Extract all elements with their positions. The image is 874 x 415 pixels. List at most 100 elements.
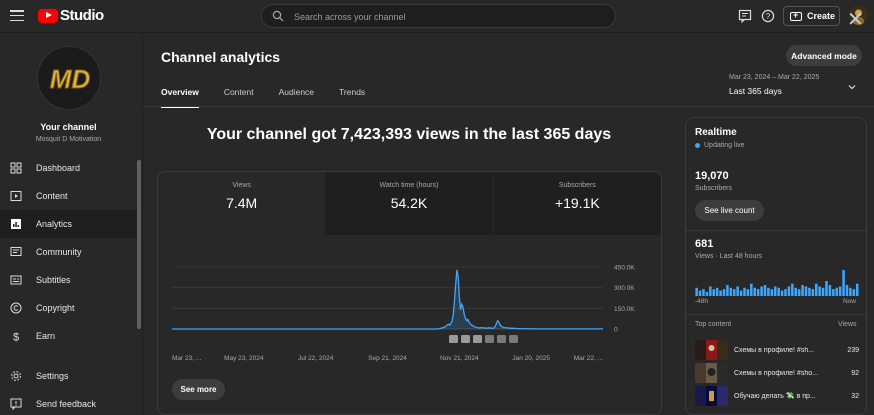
- realtime-bar: [832, 289, 835, 296]
- tab-trends[interactable]: Trends: [339, 87, 366, 97]
- views-headline: Your channel got 7,423,393 views in the …: [206, 126, 612, 143]
- realtime-bar: [732, 289, 736, 296]
- studio-logo[interactable]: Studio: [38, 7, 104, 24]
- search-input[interactable]: [294, 9, 604, 24]
- views-line-chart[interactable]: 450.0K 300.0K 150.0K 0 Mar 23, ... May 23, 20…: [158, 235, 662, 375]
- channel-name: Your channel: [40, 122, 97, 132]
- sidebar-item-label: Subtitles: [36, 275, 71, 285]
- content-icon: [10, 191, 22, 201]
- realtime-bar: [763, 285, 767, 296]
- metric-views[interactable]: Views 7.4M: [158, 172, 326, 235]
- realtime-card: Realtime Updating live 19,070 Subscriber…: [685, 117, 867, 415]
- x-tick-label: Mar 22, ...: [574, 355, 603, 362]
- account-avatar[interactable]: [849, 6, 868, 25]
- realtime-status: Updating live: [695, 142, 744, 149]
- sidebar-item-label: Dashboard: [36, 163, 81, 173]
- realtime-bar: [838, 286, 842, 296]
- realtime-views-value: 681: [695, 238, 714, 250]
- sidebar-item-analytics[interactable]: Analytics: [0, 210, 137, 238]
- sidebar-scrollbar[interactable]: [137, 160, 141, 329]
- create-button[interactable]: Create: [783, 6, 840, 26]
- copyright-icon: [10, 302, 22, 314]
- sidebar-item-dashboard[interactable]: Dashboard: [0, 154, 137, 182]
- top-content-row[interactable]: Схемы в профиле! #sh... 239: [695, 340, 859, 360]
- svg-text:?: ?: [766, 12, 771, 21]
- sidebar-item-earn[interactable]: $ Earn: [0, 322, 137, 350]
- tab-content[interactable]: Content: [223, 87, 254, 97]
- sidebar-item-label: Analytics: [36, 219, 73, 229]
- realtime-views-label: Views · Last 48 hours: [695, 253, 763, 260]
- metric-value: 54.2K: [390, 195, 428, 211]
- realtime-bar: [750, 283, 753, 296]
- create-video-icon: [790, 10, 802, 21]
- channel-handle: Mosquit D Motivation: [35, 136, 102, 143]
- x-tick-label: Nov 21, 2024: [440, 355, 479, 362]
- tab-audience[interactable]: Audience: [278, 87, 315, 97]
- top-content-row[interactable]: Обучаю делать 💸 в пр... 32: [695, 386, 859, 406]
- live-dot-icon: [695, 143, 700, 148]
- realtime-bar: [808, 287, 811, 296]
- realtime-bar: [715, 287, 719, 296]
- video-thumbnail: [695, 386, 728, 406]
- sidebar-item-label: Earn: [36, 331, 56, 341]
- tab-overview[interactable]: Overview: [161, 87, 199, 108]
- realtime-bar: [722, 289, 726, 296]
- search-bar[interactable]: [261, 4, 616, 28]
- video-marker-icon[interactable]: [509, 335, 518, 343]
- realtime-bar: [818, 286, 821, 296]
- realtime-bar: [794, 287, 797, 296]
- sidebar: MD Your channel Mosquit D Motivation Das…: [0, 33, 143, 415]
- date-range-label[interactable]: Last 365 days: [729, 86, 782, 96]
- realtime-bar: [811, 289, 815, 296]
- metric-watch-time[interactable]: Watch time (hours) 54.2K: [325, 172, 493, 235]
- realtime-axis-end: Now: [843, 298, 857, 305]
- video-marker-icon[interactable]: [497, 335, 506, 343]
- date-range-text[interactable]: Mar 23, 2024 – Mar 22, 2025: [729, 74, 820, 81]
- analytics-tabs: Overview Content Audience Trends: [161, 87, 390, 108]
- youtube-logo-icon: [38, 8, 58, 23]
- earn-icon: $: [13, 332, 19, 343]
- video-marker-icon[interactable]: [473, 335, 482, 343]
- top-content-views-header: Views: [838, 321, 857, 328]
- channel-avatar[interactable]: MD: [37, 46, 101, 110]
- advanced-mode-button[interactable]: Advanced mode: [786, 45, 862, 66]
- realtime-axis-start: -48h: [695, 298, 709, 305]
- realtime-bar: [791, 283, 794, 296]
- help-icon[interactable]: ?: [761, 9, 775, 23]
- sidebar-item-settings[interactable]: Settings: [0, 362, 137, 390]
- realtime-bar: [760, 286, 763, 296]
- realtime-bar: [801, 285, 804, 296]
- top-content-row[interactable]: Схемы в профиле! #sho... 92: [695, 363, 859, 383]
- header-divider: [143, 106, 874, 107]
- realtime-bar: [698, 290, 702, 296]
- realtime-bar: [814, 283, 818, 296]
- top-content-views: 239: [847, 346, 859, 354]
- realtime-views-bar-chart[interactable]: [695, 268, 859, 296]
- feedback-message-icon[interactable]: [738, 9, 752, 23]
- sidebar-item-copyright[interactable]: Copyright: [0, 294, 137, 322]
- video-marker-icon[interactable]: [449, 335, 458, 343]
- chevron-down-icon[interactable]: [848, 83, 856, 91]
- see-more-button[interactable]: See more: [172, 379, 225, 400]
- top-content-title: Схемы в профиле! #sh...: [734, 346, 815, 354]
- sidebar-item-feedback[interactable]: Send feedback: [0, 390, 137, 415]
- metric-subscribers[interactable]: Subscribers +19.1K: [492, 172, 661, 235]
- sidebar-bottom-nav: Settings Send feedback: [0, 362, 137, 415]
- realtime-bar: [695, 287, 698, 296]
- sidebar-item-content[interactable]: Content: [0, 182, 137, 210]
- sidebar-item-subtitles[interactable]: Subtitles: [0, 266, 137, 294]
- realtime-subscribers-value: 19,070: [695, 170, 729, 182]
- realtime-bar: [821, 287, 825, 296]
- svg-text:$: $: [13, 332, 19, 343]
- video-marker-icon[interactable]: [485, 335, 494, 343]
- overview-card: Views 7.4M Watch time (hours) 54.2K Subs…: [157, 171, 662, 415]
- y-tick-label: 150.0K: [614, 306, 635, 313]
- close-icon[interactable]: ✕: [847, 9, 864, 31]
- subtitles-icon: [10, 275, 22, 285]
- video-marker-icon[interactable]: [461, 335, 470, 343]
- sidebar-item-community[interactable]: Community: [0, 238, 137, 266]
- top-content-title: Обучаю делать 💸 в пр...: [734, 393, 816, 400]
- menu-icon[interactable]: [10, 10, 24, 22]
- create-label: Create: [807, 11, 836, 21]
- see-live-count-button[interactable]: See live count: [695, 200, 764, 221]
